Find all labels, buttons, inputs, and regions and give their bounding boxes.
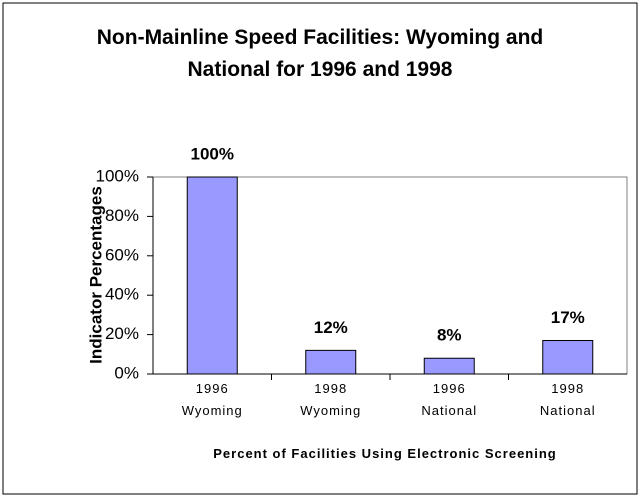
x-tick-label: 1996 Wyoming [181,381,243,418]
y-tick-label: 40% [105,285,139,304]
chart-title: Non-Mainline Speed Facilities: Wyoming a… [96,26,544,81]
x-axis-label: Percent of Facilities Using Electronic S… [213,446,557,461]
y-tick-label: 100% [96,166,139,185]
x-tick-label: 1996 National [421,381,478,418]
bar [542,340,594,375]
bar [305,349,357,375]
y-axis-label: Indicator Percentages [86,186,105,364]
bar [186,176,238,375]
value-label: 17% [551,308,585,327]
value-label: 8% [437,326,462,345]
x-tick-label: 1998 Wyoming [300,381,362,418]
bar [423,357,475,375]
value-label: 100% [191,144,234,163]
y-tick-label: 20% [105,324,139,343]
y-tick-label: 60% [105,245,139,264]
value-label: 12% [314,318,348,337]
x-tick-label: 1998 National [539,381,596,418]
y-tick-label: 80% [105,206,139,225]
y-tick-label: 0% [114,363,139,382]
